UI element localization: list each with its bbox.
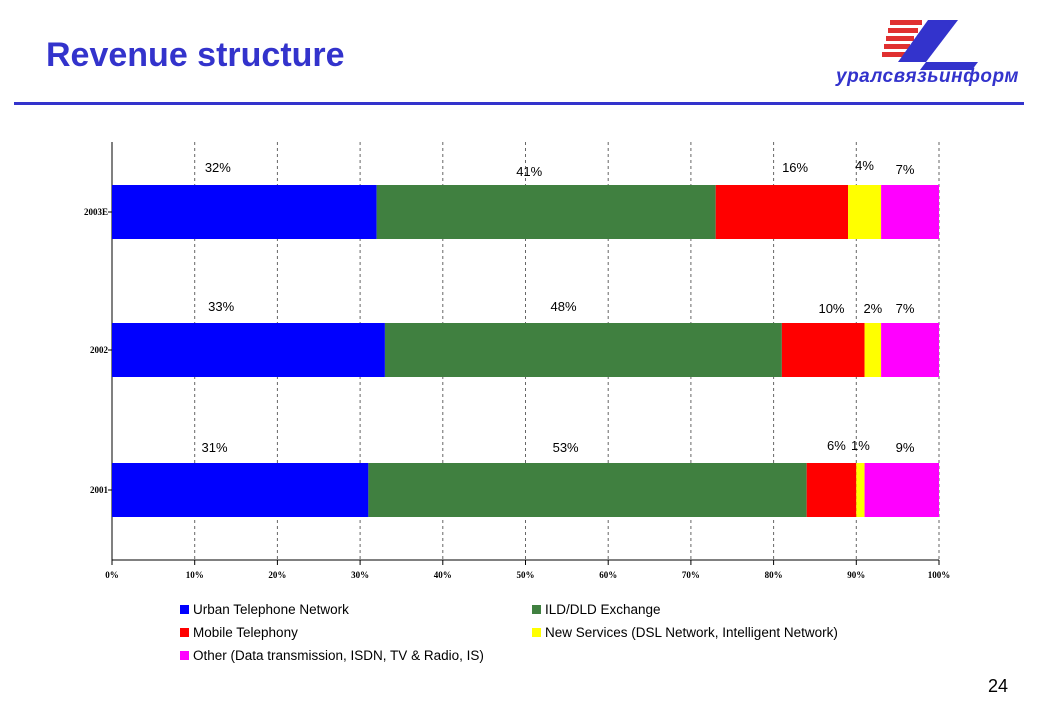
legend-label: Mobile Telephony [193,625,298,640]
bar-segment [112,323,385,377]
bar-segment [715,185,849,239]
data-label: 1% [851,438,870,453]
data-label: 48% [551,299,577,314]
legend-item: Mobile Telephony [180,625,298,640]
legend-label: ILD/DLD Exchange [545,602,661,617]
data-label: 53% [553,440,579,455]
bar-segment [112,463,369,517]
x-tick-label: 40% [434,570,452,580]
legend-swatch [180,651,189,660]
data-label: 16% [782,160,808,175]
bar-segment [864,323,882,377]
bar-segment [881,185,939,239]
revenue-stacked-bar-chart: 0% 10% 20% 30% 40% 50% 60% 70% 80% 90% 100% 2003E 32… [84,142,951,580]
bar-segment [864,463,939,517]
slide-title: Revenue structure [46,36,345,74]
data-label: 32% [205,160,231,175]
page-number: 24 [988,676,1009,696]
x-tick-label: 0% [105,570,119,580]
title-divider [14,102,1024,105]
legend-label: New Services (DSL Network, Intelligent N… [545,625,838,640]
x-tick-label: 50% [517,570,535,580]
data-label: 31% [202,440,228,455]
category-label: 2001 [90,485,109,495]
legend-label: Other (Data transmission, ISDN, TV & Rad… [193,648,484,663]
bar-segment [781,323,865,377]
legend-swatch [532,605,541,614]
data-label: 7% [896,162,915,177]
x-tick-label: 20% [268,570,286,580]
x-tick-label: 70% [682,570,700,580]
x-tick-label: 80% [765,570,783,580]
data-label: 6% [827,438,846,453]
data-label: 2% [863,301,882,316]
legend-item: Urban Telephone Network [180,602,349,617]
bar-segment [806,463,857,517]
bar-segment [848,185,882,239]
legend-swatch [180,628,189,637]
legend-label: Urban Telephone Network [193,602,349,617]
data-label: 10% [818,301,844,316]
bar-segment [112,185,377,239]
x-tick-label: 60% [599,570,617,580]
data-label: 9% [896,440,915,455]
legend-item: ILD/DLD Exchange [532,602,661,617]
x-tick-label: 100% [928,570,951,580]
data-label: 7% [896,301,915,316]
bar-segment [376,185,716,239]
data-label: 33% [208,299,234,314]
category-label: 2003E [84,207,108,217]
bar-segment [368,463,807,517]
data-label: 4% [855,158,874,173]
x-tick-label: 90% [847,570,865,580]
legend-item: Other (Data transmission, ISDN, TV & Rad… [180,648,484,663]
bar-segment [856,463,865,517]
legend-swatch [180,605,189,614]
logo-wordmark: уралсвязьинформ [836,66,1019,87]
data-label: 41% [516,164,542,179]
bar-segment [881,323,939,377]
bar-segment [384,323,782,377]
category-label: 2002 [90,345,109,355]
x-tick-label: 10% [186,570,204,580]
company-logo-icon [882,20,978,70]
x-tick-label: 30% [351,570,369,580]
legend-item: New Services (DSL Network, Intelligent N… [532,625,838,640]
legend-swatch [532,628,541,637]
